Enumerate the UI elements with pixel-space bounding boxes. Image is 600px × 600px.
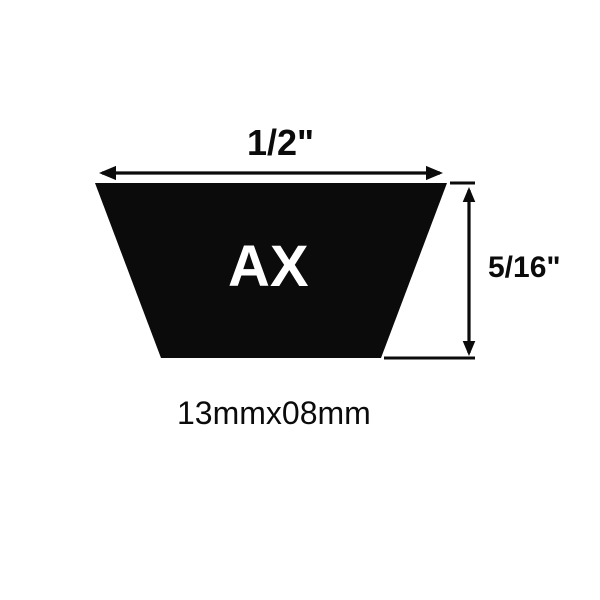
arrowhead-right-icon [426, 166, 443, 180]
arrowhead-down-icon [463, 341, 476, 356]
height-label: 5/16" [488, 251, 561, 285]
metric-dimensions-label: 13mmx08mm [177, 395, 371, 432]
diagram-stage: 1/2" AX 5/16" 13mmx08mm [0, 0, 600, 600]
top-width-label: 1/2" [247, 122, 314, 164]
diagram-svg [0, 0, 600, 600]
arrowhead-left-icon [99, 166, 116, 180]
arrowhead-up-icon [463, 187, 476, 202]
belt-profile-code: AX [228, 233, 309, 300]
